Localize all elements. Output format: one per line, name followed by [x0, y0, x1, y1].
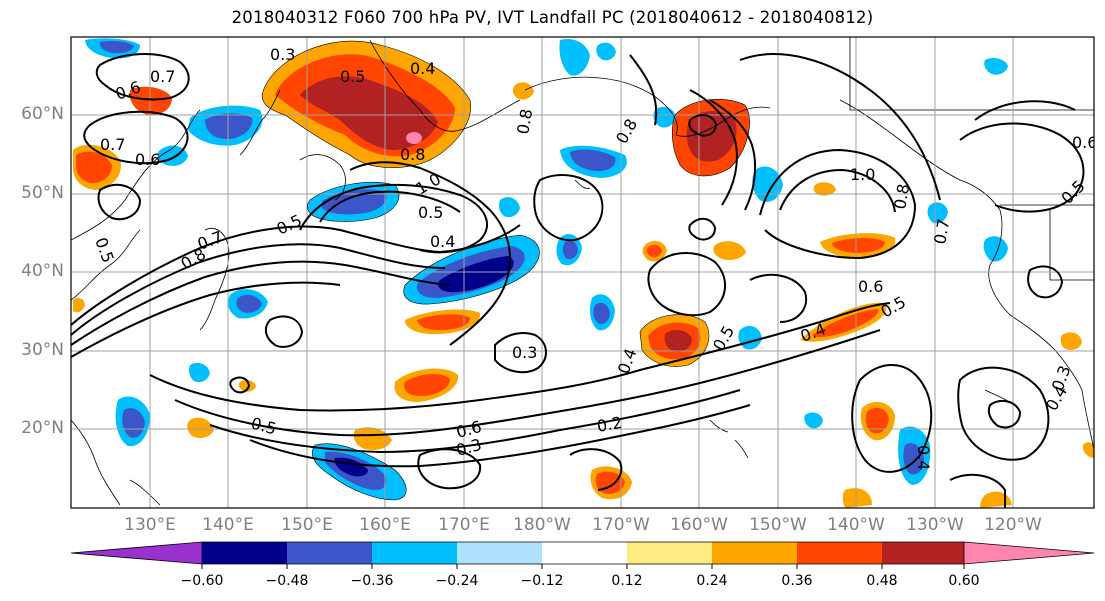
colorbar-segment: [457, 542, 542, 564]
contour-label: 0.3: [512, 343, 537, 362]
contour-label: 0.4: [430, 232, 455, 251]
lon-label: 170°W: [592, 515, 650, 535]
lon-label: 120°W: [984, 515, 1042, 535]
contour-label: 0.7: [100, 135, 125, 154]
lon-label: 130°W: [906, 515, 964, 535]
lon-label: 150°E: [281, 515, 333, 535]
contour-label: 0.2: [595, 413, 623, 436]
lat-label: 30°N: [21, 340, 64, 360]
gridlines: [71, 37, 1094, 508]
lon-label: 130°E: [124, 515, 176, 535]
colorbar-segment: [712, 542, 797, 564]
colorbar-tick-label: −0.24: [435, 573, 479, 589]
colorbar-segment: [70, 541, 203, 565]
map-frame: [70, 36, 1095, 509]
colorbar-segment: [797, 542, 882, 564]
contour-label: 0.8: [513, 107, 536, 135]
colorbar-tick-label: −0.60: [180, 573, 224, 589]
contour-label: 0.6: [135, 150, 160, 169]
contour-label: 1.0: [850, 165, 875, 184]
colorbar-tick-label: 0.60: [948, 573, 980, 589]
contour-label: 0.8: [890, 182, 913, 210]
lon-label: 160°E: [359, 515, 411, 535]
contour-lines: [71, 53, 1085, 508]
lon-label: 140°E: [202, 515, 254, 535]
contour-label: 0.3: [270, 45, 295, 64]
contour-label: 0.6: [1072, 133, 1097, 152]
contour-label: 0.7: [930, 217, 953, 245]
lat-label: 60°N: [21, 104, 64, 124]
lat-label: 20°N: [21, 418, 64, 438]
colorbar-tick-label: −0.12: [520, 573, 564, 589]
colorbar-segment: [372, 542, 457, 564]
anomaly-outlines: [261, 40, 750, 501]
contour-label: 0.7: [150, 67, 175, 86]
colorbar-segment: [963, 541, 1095, 565]
colorbar-tick-label: 0.48: [866, 573, 898, 589]
colorbar-tick-label: 0.36: [781, 573, 813, 589]
map-plot: 0.3 0.5 0.4 0.6 0.7 0.6 0.7 0.5 0.8 0.8 …: [71, 37, 1097, 508]
colorbar-tick-label: 0.24: [696, 573, 728, 589]
colorbar-tick-label: −0.36: [350, 573, 394, 589]
contour-label: 0.4: [914, 445, 933, 470]
contour-label: 0.5: [340, 67, 365, 86]
colorbar-tick-label: 0.12: [611, 573, 643, 589]
contour-label: 0.8: [400, 145, 425, 164]
colorbar-segment: [542, 542, 627, 564]
colorbar-tick-label: −0.48: [265, 573, 309, 589]
colorbar-segment: [882, 542, 964, 564]
lon-label: 140°W: [827, 515, 885, 535]
contour-label: 0.6: [858, 277, 883, 296]
colorbar: [70, 541, 1095, 569]
lon-label: 180°W: [513, 515, 571, 535]
lat-label: 40°N: [21, 261, 64, 281]
lon-label: 160°W: [670, 515, 728, 535]
lat-label: 50°N: [21, 183, 64, 203]
contour-label: 0.4: [410, 59, 435, 78]
lon-label: 170°E: [438, 515, 490, 535]
colorbar-segment: [287, 542, 372, 564]
contour-label: 0.5: [418, 203, 443, 222]
lon-label: 150°W: [749, 515, 807, 535]
colorbar-ticks: [201, 564, 965, 569]
colorbar-segment: [202, 542, 287, 564]
chart-title: 2018040312 F060 700 hPa PV, IVT Landfall…: [231, 8, 874, 27]
colorbar-segment: [627, 542, 712, 564]
